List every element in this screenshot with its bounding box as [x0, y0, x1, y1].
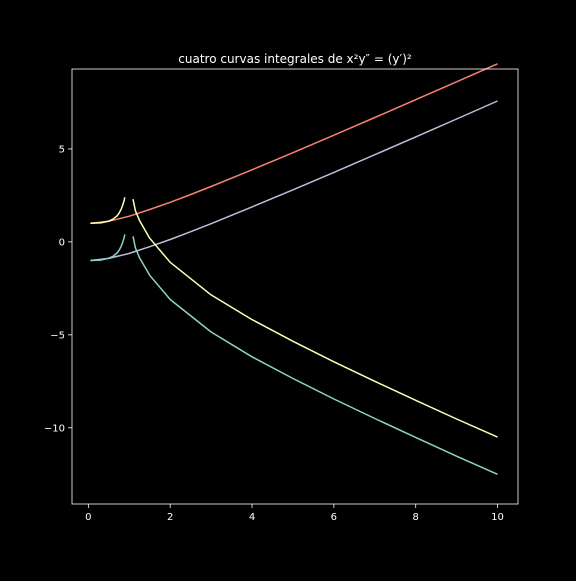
y-axis-ticks: 5 0 −5 −10: [44, 144, 72, 434]
series-line-2-segment-1: [90, 100, 498, 262]
series-line-4-segment-2: [132, 236, 498, 475]
y-tick-label: −10: [44, 423, 65, 434]
x-tick-label: 0: [85, 512, 91, 523]
plot-lines: [90, 63, 498, 475]
x-tick-label: 2: [167, 512, 173, 523]
x-tick-label: 4: [249, 512, 255, 523]
series-line-3-segment-2: [132, 198, 498, 438]
y-tick-label: 5: [59, 144, 65, 155]
y-tick-label: −5: [50, 330, 65, 341]
x-axis-ticks: 0 2 4 6 8 10: [85, 504, 504, 523]
x-tick-label: 6: [331, 512, 337, 523]
axes-frame: [71, 68, 519, 505]
chart-title: cuatro curvas integrales de x²y″ = (y′)²: [178, 52, 412, 66]
x-tick-label: 8: [413, 512, 419, 523]
series-line-4-segment-1: [90, 234, 126, 262]
y-tick-label: 0: [59, 237, 65, 248]
x-tick-label: 10: [491, 512, 504, 523]
series-line-1-segment-1: [90, 63, 498, 225]
series-line-3-segment-1: [90, 197, 126, 225]
